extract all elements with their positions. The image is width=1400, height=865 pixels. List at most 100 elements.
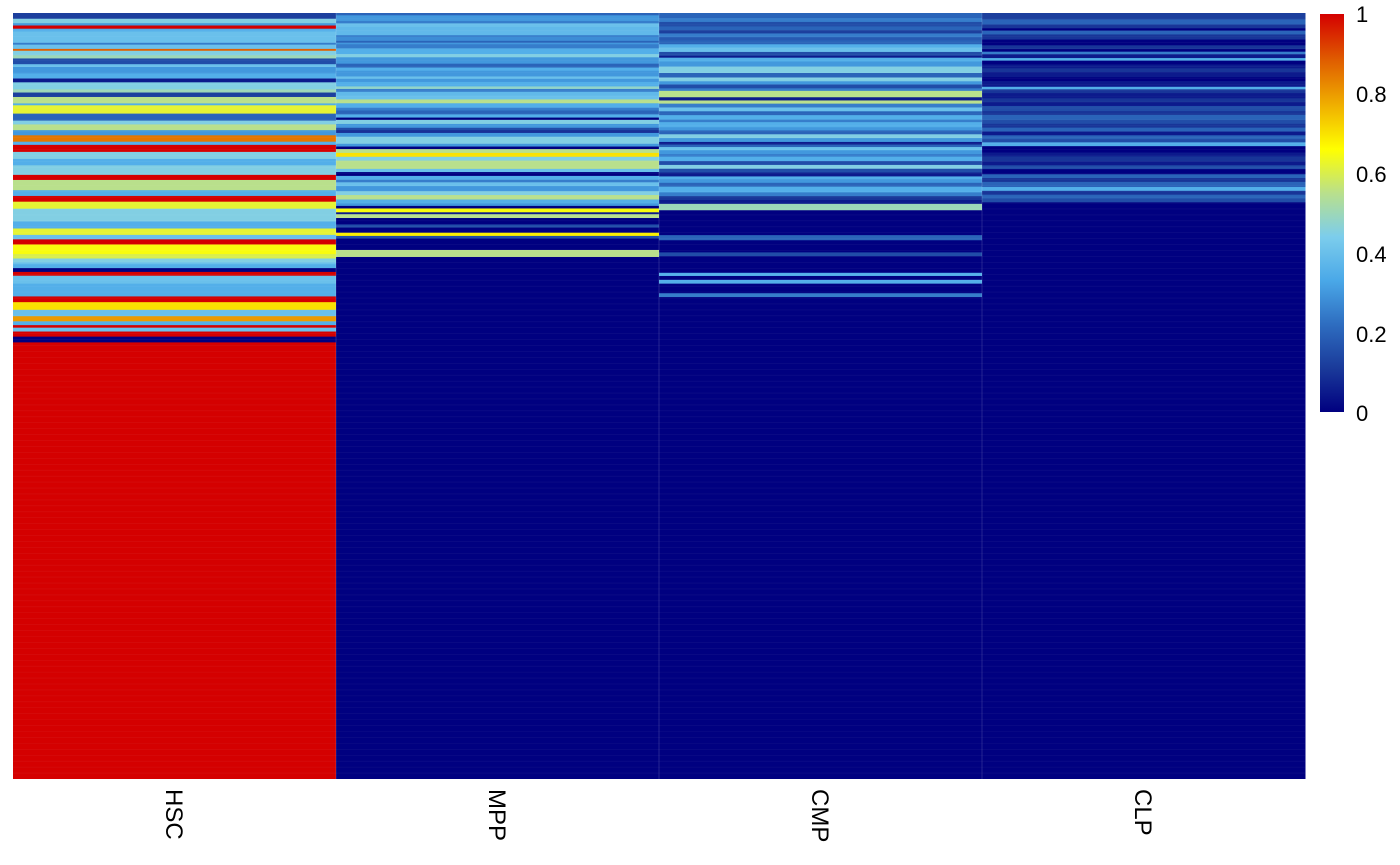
heatmap-cell-hsc-57 [13, 327, 337, 333]
heatmap-cell-clp-28 [982, 127, 1306, 132]
heatmap-cell-mpp-32 [336, 130, 660, 134]
heatmap-cell-mpp-59 [336, 235, 660, 239]
heatmap-cell-clp-32 [982, 142, 1306, 147]
heatmap-cell-clp-7 [982, 45, 1306, 50]
heatmap-cell-mpp-7 [336, 40, 660, 44]
heatmap-cell-cmp-60 [659, 293, 983, 298]
heatmap-cell-mpp-24 [336, 103, 660, 109]
heatmap-cell-cmp-27 [659, 119, 983, 123]
heatmap-cell-cmp-5 [659, 33, 983, 38]
heatmap-cell-mpp-19 [336, 86, 660, 90]
heatmap-cell-mpp-52 [336, 208, 660, 213]
heatmap-cell-cmp-41 [659, 168, 983, 174]
column-label-hsc: HSC [160, 789, 187, 840]
heatmap-cell-mpp-2 [336, 21, 660, 24]
heatmap-cell-cmp-33 [659, 141, 983, 145]
heatmap-cell-cmp-46 [659, 186, 983, 193]
heatmap-cell-mpp-62 [336, 256, 660, 317]
heatmap-cell-cmp-54 [659, 252, 983, 257]
heatmap-cell-hsc-5 [13, 31, 337, 44]
heatmap-cell-hsc-25 [13, 130, 337, 136]
heatmap-cell-cmp-22 [659, 100, 983, 105]
heatmap-cell-mpp-42 [336, 172, 660, 177]
heatmap-cell-mpp-21 [336, 91, 660, 97]
heatmap-cell-mpp-61 [336, 249, 660, 258]
heatmap-cell-hsc-33 [13, 179, 337, 191]
heatmap-cell-mpp-49 [336, 199, 660, 204]
heatmap-cell-cmp-36 [659, 150, 983, 155]
heatmap-cell-hsc-55 [13, 321, 337, 326]
heatmap-cell-clp-33 [982, 146, 1306, 154]
heatmap-cell-clp-19 [982, 89, 1306, 94]
heatmap-cell-cmp-30 [659, 130, 983, 135]
heatmap-cell-mpp-41 [336, 168, 660, 173]
heatmap-cell-cmp-55 [659, 256, 983, 274]
heatmap-cell-hsc-35 [13, 195, 337, 203]
heatmap-cell-mpp-44 [336, 179, 660, 183]
heatmap-cell-clp-42 [982, 187, 1306, 192]
heatmap-cell-hsc-fill [13, 346, 337, 779]
heatmap-cell-hsc-46 [13, 264, 337, 269]
heatmap-cell-cmp-14 [659, 66, 983, 74]
heatmap-cell-hsc-44 [13, 258, 337, 263]
column-dividers [335, 13, 983, 779]
heatmap-cell-mpp-6 [336, 37, 660, 42]
heatmap-cell-cmp-47 [659, 192, 983, 197]
heatmap-cell-hsc-31 [13, 165, 337, 176]
heatmap-cell-clp-13 [982, 64, 1306, 69]
heatmap-cell-cmp-20 [659, 90, 983, 98]
heatmap-cell-hsc-8 [13, 48, 337, 52]
column-labels: HSC MPP CMP CLP [160, 789, 1156, 842]
heatmap-cell-mpp-34 [336, 136, 660, 145]
heatmap-cell-hsc-18 [13, 92, 337, 98]
heatmap-cell-hsc-17 [13, 89, 337, 94]
heatmap-cell-mpp-fill [336, 315, 660, 779]
heatmap-cell-clp-14 [982, 68, 1306, 73]
heatmap-cell-cmp-9 [659, 47, 983, 53]
heatmap-cell-cmp-16 [659, 77, 983, 82]
heatmap-cell-hsc-0 [13, 13, 337, 20]
heatmap-cell-clp-29 [982, 131, 1306, 136]
heatmap-cell-clp-39 [982, 174, 1306, 179]
legend-tick-0-2: 0.2 [1356, 322, 1387, 347]
heatmap-cell-cmp-32 [659, 138, 983, 143]
heatmap-cell-cmp-29 [659, 127, 983, 131]
heatmap-cell-clp-21 [982, 98, 1306, 103]
heatmap-cell-mpp-25 [336, 107, 660, 112]
heatmap-cell-mpp-60 [336, 238, 660, 251]
heatmap-cell-clp-36 [982, 161, 1306, 166]
heatmap-cell-hsc-3 [13, 25, 337, 30]
heatmap-cell-hsc-30 [13, 158, 337, 166]
heatmap-cell-clp-45 [982, 198, 1306, 203]
heatmap-cell-cmp-59 [659, 283, 983, 294]
heatmap-cell-clp-12 [982, 60, 1306, 65]
heatmap-cell-mpp-55 [336, 218, 660, 225]
heatmap-cell-cmp-57 [659, 275, 983, 281]
heatmap-cell-clp-30 [982, 135, 1306, 140]
heatmap-cell-mpp-4 [336, 26, 660, 36]
heatmap-cell-mpp-31 [336, 127, 660, 131]
heatmap-cell-mpp-54 [336, 214, 660, 219]
heatmap-cell-hsc-12 [13, 64, 337, 68]
heatmap-cell-hsc-56 [13, 325, 337, 329]
heatmap-cell-mpp-8 [336, 42, 660, 45]
legend-tick-0-4: 0.4 [1356, 242, 1387, 267]
heatmap-cell-mpp-57 [336, 227, 660, 234]
heatmap-cell-mpp-15 [336, 70, 660, 77]
heatmap-cell-hsc-4 [13, 28, 337, 33]
heatmap-cell-hsc-22 [13, 113, 337, 122]
heatmap-cell-hsc-23 [13, 120, 337, 125]
heatmap-cell-clp-43 [982, 190, 1306, 196]
heatmap-cell-mpp-35 [336, 143, 660, 148]
heatmap-cell-mpp-23 [336, 99, 660, 104]
heatmap-cell-mpp-22 [336, 95, 660, 100]
heatmap-cell-mpp-27 [336, 114, 660, 119]
heatmap-cell-mpp-36 [336, 146, 660, 150]
heatmap-cell-mpp-48 [336, 195, 660, 201]
legend-tick-1: 1 [1356, 2, 1368, 27]
column-label-cmp: CMP [806, 789, 833, 842]
heatmap-cell-mpp-47 [336, 191, 660, 196]
heatmap-cell-hsc-51 [13, 296, 337, 303]
heatmap-cell-hsc-52 [13, 302, 337, 311]
